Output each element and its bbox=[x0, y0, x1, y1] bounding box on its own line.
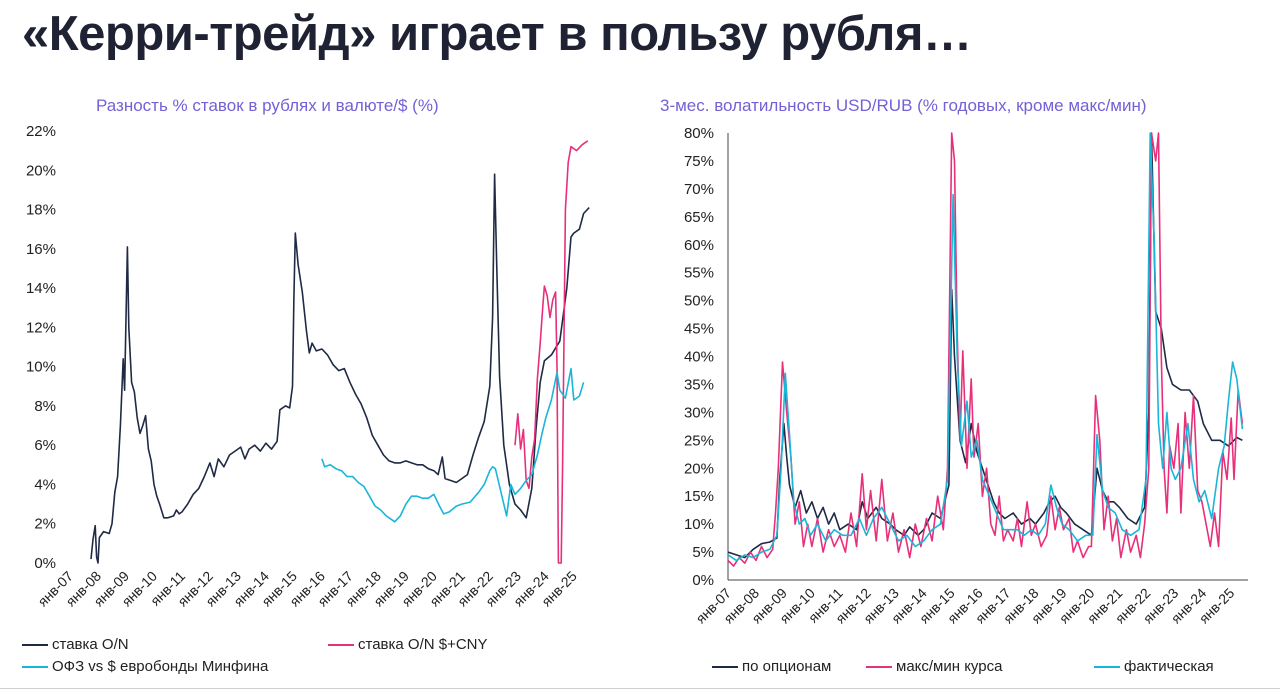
legend1-label-3: ОФЗ vs $ евробонды Минфина bbox=[52, 658, 269, 675]
legend-swatch-navy bbox=[712, 665, 738, 668]
chart1-ytick-label: 6% bbox=[34, 437, 56, 454]
legend2-item-actual: фактическая bbox=[1094, 658, 1214, 675]
chart2-ytick-label: 5% bbox=[692, 544, 714, 561]
chart2-ytick-label: 25% bbox=[684, 432, 714, 449]
chart2-ytick-label: 65% bbox=[684, 209, 714, 226]
legend2-item-maxmin: макс/мин курса bbox=[866, 658, 1002, 675]
chart2-series-line-1 bbox=[728, 132, 1244, 567]
chart2-ytick-label: 40% bbox=[684, 349, 714, 366]
chart2-ytick-label: 35% bbox=[684, 376, 714, 393]
chart2-ytick-label: 80% bbox=[684, 125, 714, 142]
page-title: «Керри-трейд» играет в пользу рубля… bbox=[22, 7, 972, 61]
chart1-ytick-label: 16% bbox=[26, 241, 56, 258]
legend-swatch-cyan bbox=[22, 665, 48, 668]
chart1-series-line-2 bbox=[321, 367, 585, 523]
chart1-ytick-label: 2% bbox=[34, 516, 56, 533]
legend1-label-2: ставка O/N $+CNY bbox=[358, 636, 488, 653]
legend-swatch-cyan bbox=[1094, 665, 1120, 668]
legend-swatch-pink bbox=[866, 665, 892, 668]
chart2-ytick-label: 15% bbox=[684, 488, 714, 505]
chart2-ytick-label: 0% bbox=[692, 572, 714, 589]
chart1-ytick-label: 14% bbox=[26, 280, 56, 297]
chart1-series-line-1 bbox=[514, 140, 589, 564]
legend2-label-1: по опционам bbox=[742, 658, 832, 675]
chart2-ytick-label: 55% bbox=[684, 265, 714, 282]
chart1-ytick-label: 12% bbox=[26, 319, 56, 336]
legend2-label-3: фактическая bbox=[1124, 658, 1214, 675]
chart1-ytick-label: 4% bbox=[34, 476, 56, 493]
chart1-ytick-label: 10% bbox=[26, 359, 56, 376]
chart1-series-line-0 bbox=[90, 173, 590, 564]
chart2-ytick-label: 50% bbox=[684, 293, 714, 310]
legend-swatch-navy bbox=[22, 643, 48, 646]
legend1-label-1: ставка O/N bbox=[52, 636, 129, 653]
legend2-label-2: макс/мин курса bbox=[896, 658, 1003, 675]
chart2-ytick-label: 20% bbox=[684, 460, 714, 477]
chart1-ytick-label: 0% bbox=[34, 555, 56, 572]
legend2-item-options: по опционам bbox=[712, 658, 831, 675]
legend1-item-usd-cny-rate: ставка O/N $+CNY bbox=[328, 636, 488, 653]
chart2-ytick-label: 60% bbox=[684, 237, 714, 254]
chart1-ytick-label: 18% bbox=[26, 202, 56, 219]
legend-swatch-pink bbox=[328, 643, 354, 646]
chart2-ytick-label: 30% bbox=[684, 404, 714, 421]
chart2-ytick-label: 10% bbox=[684, 516, 714, 533]
legend1-item-ofz: ОФЗ vs $ евробонды Минфина bbox=[22, 658, 268, 675]
chart2-title: 3-мес. волатильность USD/RUB (% годовых,… bbox=[660, 96, 1147, 115]
chart1-ytick-label: 22% bbox=[26, 123, 56, 140]
chart1-title: Разность % ставок в рублях и валюте/$ (%… bbox=[96, 96, 439, 115]
chart1-ytick-label: 20% bbox=[26, 162, 56, 179]
chart2-ytick-label: 45% bbox=[684, 321, 714, 338]
legend1-item-on-rate: ставка O/N bbox=[22, 636, 129, 653]
chart2-ytick-label: 70% bbox=[684, 181, 714, 198]
chart2-series-line-2 bbox=[728, 132, 1244, 562]
chart2-ytick-label: 75% bbox=[684, 153, 714, 170]
chart1-ytick-label: 8% bbox=[34, 398, 56, 415]
